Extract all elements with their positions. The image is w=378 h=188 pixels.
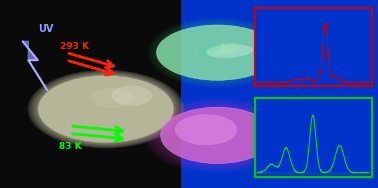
Ellipse shape [156,25,278,80]
Bar [255,98,372,177]
Circle shape [38,75,174,143]
Circle shape [92,87,133,108]
Bar [255,8,372,86]
Circle shape [161,107,274,164]
Ellipse shape [198,42,222,56]
Ellipse shape [206,43,240,55]
Text: UV: UV [38,24,53,34]
Circle shape [175,114,237,145]
Bar [0,0,181,188]
Ellipse shape [206,44,253,58]
Text: 83 K: 83 K [59,142,81,151]
Polygon shape [23,41,47,90]
Bar [181,0,378,188]
Text: 293 K: 293 K [60,42,90,51]
Circle shape [112,86,152,106]
